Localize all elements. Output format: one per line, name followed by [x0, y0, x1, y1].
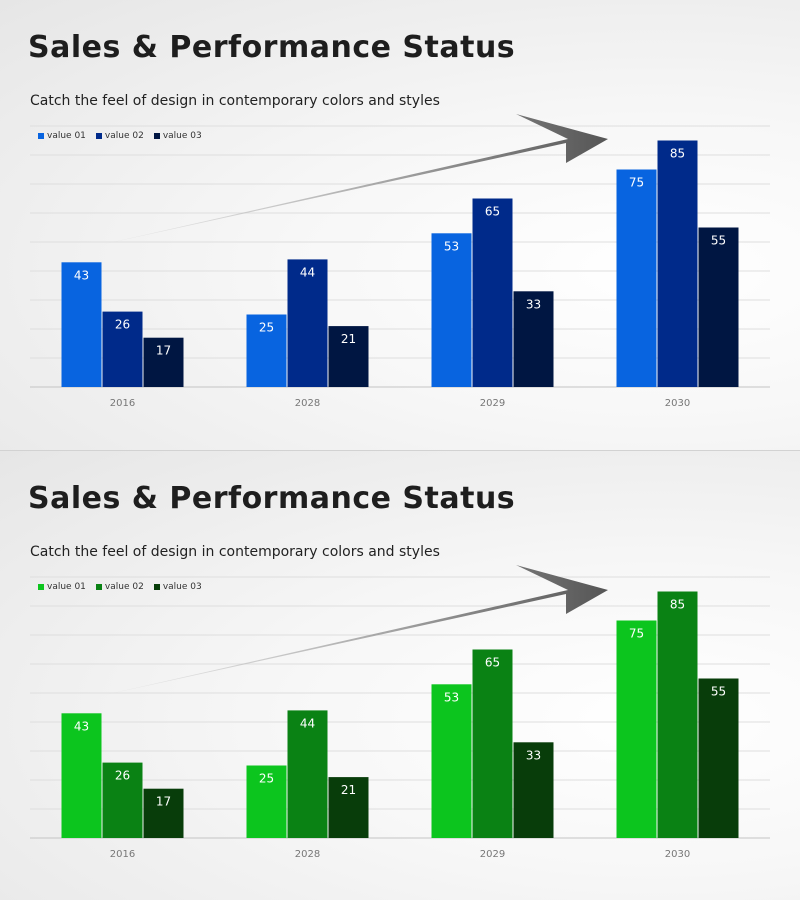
data-label: 33 [526, 297, 541, 311]
bar [102, 762, 143, 838]
bar [246, 314, 287, 387]
legend-item: value 02 [95, 131, 144, 141]
slide-title: Sales & Performance Status [28, 30, 516, 65]
chart-legend: value 01 value 02 value 03 [38, 582, 202, 592]
bar [698, 678, 739, 838]
legend-label: value 03 [162, 131, 202, 141]
x-tick-label: 2029 [480, 398, 505, 409]
bar [328, 777, 369, 838]
bar [657, 591, 698, 838]
x-tick-label: 2028 [295, 849, 320, 860]
legend-swatch [38, 584, 44, 590]
data-label: 21 [341, 332, 356, 346]
bar [287, 710, 328, 838]
bar [698, 227, 739, 387]
x-tick-label: 2028 [295, 398, 320, 409]
bar [143, 788, 184, 838]
bar [513, 742, 554, 838]
legend-label: value 03 [162, 582, 202, 592]
bar-chart-blue: 43 26 17 2016 25 44 21 2028 53 65 33 2029 75 85 55 2030 [30, 114, 770, 409]
data-label: 53 [444, 239, 459, 253]
trend-arrow-icon [100, 114, 608, 245]
bar [143, 337, 184, 387]
data-label: 43 [74, 719, 89, 733]
data-label: 85 [670, 598, 685, 612]
legend-label: value 01 [47, 582, 86, 592]
legend-label: value 02 [104, 582, 144, 592]
legend-item: value 02 [95, 582, 144, 592]
x-tick-label: 2029 [480, 849, 505, 860]
data-label: 55 [711, 234, 726, 248]
legend-item: value 01 [38, 582, 86, 592]
chart-legend: value 01 value 02 value 03 [38, 131, 202, 141]
bar [431, 684, 472, 838]
data-label: 65 [485, 205, 500, 219]
data-label: 75 [629, 627, 644, 641]
bar [616, 620, 657, 838]
legend-label: value 02 [104, 131, 144, 141]
slide-title: Sales & Performance Status [28, 481, 516, 516]
data-label: 44 [300, 265, 315, 279]
data-label: 33 [526, 748, 541, 762]
bar [328, 326, 369, 387]
data-label: 85 [670, 147, 685, 161]
data-label: 17 [156, 795, 171, 809]
data-label: 44 [300, 716, 315, 730]
data-label: 17 [156, 344, 171, 358]
legend-swatch [95, 584, 102, 590]
x-tick-label: 2030 [665, 398, 690, 409]
x-tick-label: 2016 [110, 398, 135, 409]
trend-arrow-icon [100, 565, 608, 696]
data-label: 65 [485, 656, 500, 670]
slide-subtitle: Catch the feel of design in contemporary… [30, 544, 440, 560]
data-label: 53 [444, 690, 459, 704]
legend-swatch [153, 584, 160, 590]
bar [102, 311, 143, 387]
data-label: 25 [259, 321, 274, 335]
bar [246, 765, 287, 838]
legend-swatch [38, 133, 44, 139]
slide-green: Sales & Performance Status Catch the fee… [0, 450, 800, 900]
x-tick-label: 2030 [665, 849, 690, 860]
bar [472, 198, 513, 387]
slide-blue: Sales & Performance Status Catch the fee… [0, 0, 800, 450]
legend-swatch [153, 133, 160, 139]
legend-swatch [95, 133, 102, 139]
legend-item: value 03 [153, 582, 202, 592]
bar [657, 140, 698, 387]
data-label: 25 [259, 772, 274, 786]
data-label: 26 [115, 318, 130, 332]
bar [287, 259, 328, 387]
bar-chart-green: 43 26 17 2016 25 44 21 2028 53 65 33 2029 75 85 55 2030 [30, 565, 770, 860]
legend-item: value 01 [38, 131, 86, 141]
legend-item: value 03 [153, 131, 202, 141]
bar [61, 713, 102, 838]
bar [472, 649, 513, 838]
data-label: 26 [115, 769, 130, 783]
x-tick-label: 2016 [110, 849, 135, 860]
data-label: 21 [341, 783, 356, 797]
data-label: 55 [711, 685, 726, 699]
bar [513, 291, 554, 387]
data-label: 43 [74, 268, 89, 282]
data-label: 75 [629, 176, 644, 190]
slide-subtitle: Catch the feel of design in contemporary… [30, 93, 440, 109]
legend-label: value 01 [47, 131, 86, 141]
bar [61, 262, 102, 387]
bar [431, 233, 472, 387]
bar [616, 169, 657, 387]
